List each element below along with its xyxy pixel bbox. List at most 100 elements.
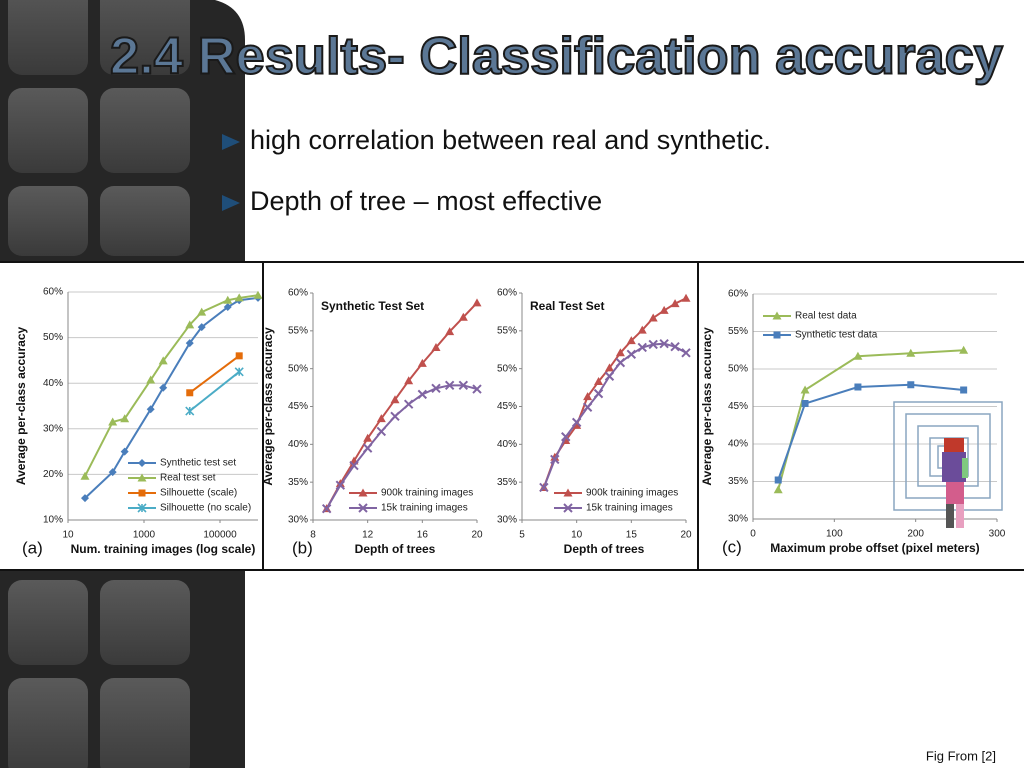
caption: Fig From [2] <box>926 748 996 763</box>
marker <box>681 348 691 358</box>
marker <box>390 395 400 404</box>
chart: 30% 35% 40% 45% 50% 55% 60% 0 100 200 300 Average p… <box>700 289 1006 557</box>
marker <box>234 367 244 377</box>
y-tick-label: 40% <box>288 439 308 450</box>
marker <box>458 312 468 321</box>
probe-illustration <box>893 401 1003 528</box>
marker <box>185 406 195 416</box>
marker <box>358 503 368 513</box>
x-tick-label: 10 <box>571 530 583 541</box>
marker <box>960 386 968 394</box>
marker <box>223 295 233 304</box>
marker <box>186 389 194 397</box>
panel-label: (b) <box>292 538 313 557</box>
series-line <box>84 294 259 477</box>
x-tick-label: 10 <box>62 530 74 541</box>
marker <box>417 389 428 400</box>
marker <box>235 352 243 360</box>
marker <box>376 414 386 423</box>
marker <box>604 363 614 372</box>
marker <box>146 375 156 384</box>
y-axis-label: Average per-class accuracy <box>261 327 275 486</box>
marker <box>561 432 571 442</box>
marker <box>648 313 658 322</box>
marker <box>959 345 969 354</box>
y-tick-label: 45% <box>728 401 748 412</box>
y-tick-label: 30% <box>497 515 517 526</box>
marker <box>670 342 680 352</box>
marker <box>472 384 482 394</box>
marker <box>583 392 593 401</box>
marker <box>604 371 615 381</box>
y-tick-label: 50% <box>497 363 517 374</box>
marker <box>594 377 604 386</box>
legend-label: 15k training images <box>586 503 673 514</box>
y-axis-label: Average per-class accuracy <box>14 327 28 486</box>
y-tick-label: 55% <box>288 325 308 336</box>
bullet: high correlation between real and synthe… <box>250 125 771 155</box>
marker <box>185 320 195 329</box>
marker <box>773 331 781 339</box>
marker <box>335 479 345 488</box>
marker <box>197 323 206 332</box>
series-line <box>325 302 478 510</box>
y-tick-label: 50% <box>288 363 308 374</box>
marker <box>681 293 691 302</box>
legend-label: Synthetic test set <box>160 458 236 469</box>
y-tick-label: 55% <box>497 325 517 336</box>
x-axis-label: Maximum probe offset (pixel meters) <box>770 541 979 555</box>
series-line <box>189 355 240 394</box>
marker <box>853 351 863 360</box>
legend-label: 900k training images <box>586 488 678 499</box>
marker <box>626 336 636 345</box>
marker <box>458 380 469 391</box>
y-tick-label: 60% <box>43 287 63 298</box>
legend-label: Real test set <box>160 473 216 484</box>
y-tick-label: 40% <box>497 439 517 450</box>
series-line <box>84 296 259 499</box>
marker <box>431 383 441 394</box>
marker <box>593 388 604 399</box>
y-tick-label: 35% <box>497 477 517 488</box>
x-tick-label: 100 <box>826 529 843 540</box>
marker <box>563 488 573 497</box>
chart: 30% 35% 40% 45% 50% 55% 60% 8 12 16 20 Synthetic Te… <box>261 288 483 558</box>
marker <box>138 459 146 467</box>
marker <box>108 468 117 477</box>
legend-label: Synthetic test data <box>795 330 878 341</box>
marker <box>223 303 232 312</box>
y-tick-label: 60% <box>728 289 748 300</box>
marker <box>472 298 482 307</box>
marker <box>637 342 647 353</box>
y-tick-label: 50% <box>43 332 63 343</box>
marker <box>234 293 244 302</box>
y-tick-label: 50% <box>728 364 748 375</box>
marker <box>774 476 782 484</box>
marker <box>159 383 168 392</box>
legend-label: Silhouette (scale) <box>160 488 237 499</box>
legend-label: 900k training images <box>381 488 473 499</box>
marker <box>253 290 262 299</box>
y-tick-label: 30% <box>288 515 308 526</box>
marker <box>80 494 89 503</box>
y-tick-label: 45% <box>497 401 517 412</box>
bullet-icon <box>222 134 240 150</box>
series-line <box>189 371 240 412</box>
chart-title: Real Test Set <box>530 299 604 313</box>
marker <box>120 414 130 423</box>
x-tick-label: 20 <box>680 530 692 541</box>
marker <box>907 381 915 389</box>
marker <box>615 348 625 357</box>
x-axis-label: Depth of trees <box>564 542 645 556</box>
marker <box>637 325 647 334</box>
panel-label: (c) <box>722 537 742 556</box>
marker <box>800 385 810 394</box>
marker <box>363 433 373 442</box>
marker <box>197 307 207 316</box>
marker <box>158 356 168 365</box>
y-tick-label: 10% <box>43 515 63 526</box>
legend-label: Silhouette (no scale) <box>160 503 251 514</box>
marker <box>772 311 782 320</box>
x-tick-label: 16 <box>417 530 429 541</box>
